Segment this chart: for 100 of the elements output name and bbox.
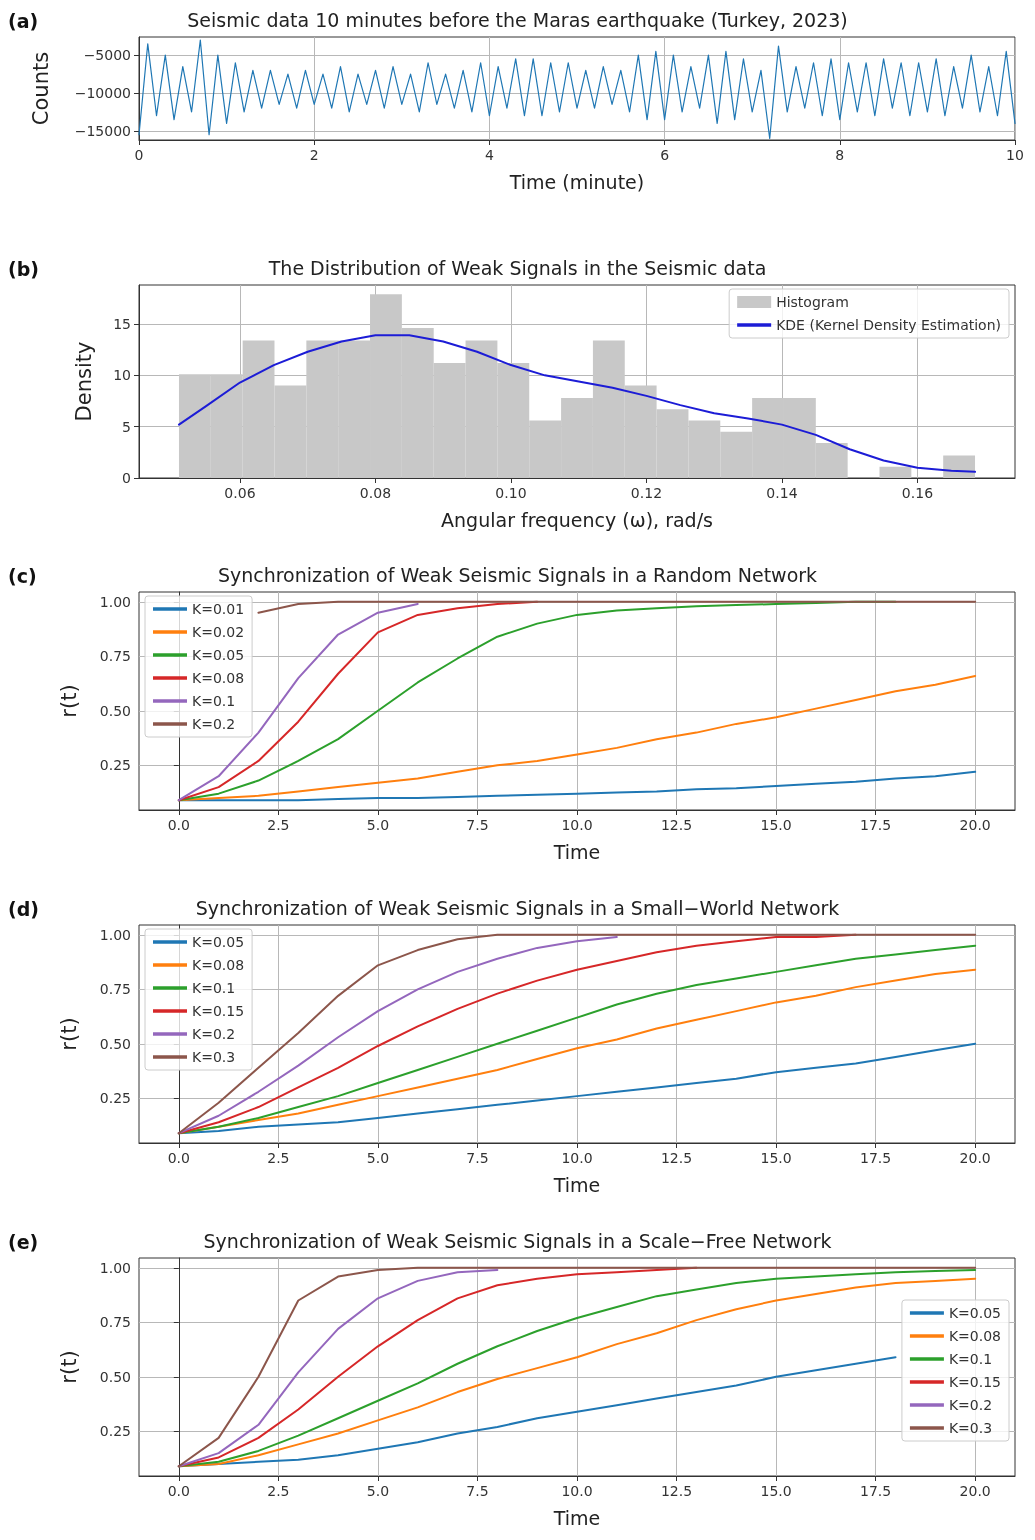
x-tick-label: 0.14 xyxy=(766,485,798,501)
x-tick-label: 15.0 xyxy=(760,1483,792,1499)
text: (d) xyxy=(8,897,39,920)
y-axis-title: r(t) xyxy=(56,1350,81,1384)
x-tick-label: 0.12 xyxy=(630,485,663,501)
y-tick-label: −15000 xyxy=(74,122,131,139)
legend-label: K=0.01 xyxy=(192,601,245,617)
x-tick-label: 2 xyxy=(309,147,319,163)
x-tick-label: 12.5 xyxy=(660,817,693,833)
x-tick-label: 20.0 xyxy=(959,1150,991,1166)
chart-title: The Distribution of Weak Signals in the Seismic data xyxy=(267,256,767,279)
x-tick-label: 5.0 xyxy=(366,1150,390,1166)
x-tick-label: 7.5 xyxy=(466,1483,489,1499)
y-tick-label: 0.75 xyxy=(99,648,131,665)
x-tick-label: 15.0 xyxy=(760,817,792,833)
x-tick-label: 12.5 xyxy=(660,1483,693,1499)
legend-label: KDE (Kernel Density Estimation) xyxy=(776,317,1001,333)
y-tick-label: 10 xyxy=(113,367,131,384)
y-tick-label: 1.00 xyxy=(99,593,131,610)
y-tick-label: 15 xyxy=(113,316,131,333)
legend-label: K=0.1 xyxy=(948,1351,993,1367)
legend-label: K=0.05 xyxy=(948,1305,1002,1321)
legend-label: K=0.3 xyxy=(192,1049,236,1065)
legend-label: K=0.2 xyxy=(192,1026,236,1042)
chart-title: Synchronization of Weak Seismic Signals in a Random Network xyxy=(217,563,818,586)
y-tick-label: 1.00 xyxy=(99,1259,131,1276)
text: (c) xyxy=(8,564,37,587)
x-tick-label: 2.5 xyxy=(267,1150,290,1166)
y-axis-title: r(t) xyxy=(56,1017,81,1051)
legend-label: K=0.15 xyxy=(192,1003,245,1019)
x-tick-label: 6 xyxy=(660,147,670,163)
x-tick-label: 15.0 xyxy=(760,1150,792,1166)
y-tick-label: 0 xyxy=(122,470,131,486)
text: (b) xyxy=(8,257,39,280)
line-series xyxy=(177,602,419,802)
legend-label: K=0.05 xyxy=(192,647,245,663)
y-tick-label: 5 xyxy=(122,418,131,435)
y-axis-title: Counts xyxy=(28,51,53,126)
x-tick-label: 5.0 xyxy=(366,1483,390,1499)
text: (e) xyxy=(8,1230,39,1253)
x-tick-label: 0.10 xyxy=(495,485,527,501)
x-tick-label: 0.06 xyxy=(224,485,256,501)
x-tick-label: 0 xyxy=(134,147,144,163)
chart-title: Seismic data 10 minutes before the Maras earthquake (Turkey, 2023) xyxy=(187,8,848,31)
y-tick-label: 0.75 xyxy=(99,1314,131,1331)
x-axis-title: Angular frequency (ω), rad/s xyxy=(441,508,713,531)
y-tick-label: 0.25 xyxy=(99,1423,131,1440)
x-tick-label: 2.5 xyxy=(267,817,290,833)
legend-label: K=0.3 xyxy=(948,1420,993,1436)
y-tick-label: 0.75 xyxy=(99,981,131,998)
x-axis-title: Time xyxy=(552,840,601,863)
x-tick-label: 0.08 xyxy=(359,485,392,501)
x-tick-label: 17.5 xyxy=(860,1150,892,1166)
x-tick-label: 5.0 xyxy=(366,817,390,833)
legend-label: K=0.02 xyxy=(192,624,245,640)
legend-label: K=0.2 xyxy=(948,1397,993,1413)
x-tick-label: 10.0 xyxy=(561,1150,593,1166)
x-tick-label: 7.5 xyxy=(466,1150,489,1166)
line-series xyxy=(177,1268,499,1468)
y-tick-label: 0.50 xyxy=(99,1035,131,1052)
legend-label: K=0.05 xyxy=(192,934,245,950)
x-tick-label: 17.5 xyxy=(860,1483,892,1499)
x-tick-label: 10 xyxy=(1006,147,1024,163)
chart-title: Synchronization of Weak Seismic Signals in a Scale−Free Network xyxy=(203,1229,832,1252)
y-axis-title: Density xyxy=(71,341,96,422)
x-tick-label: 12.5 xyxy=(660,1150,693,1166)
y-tick-label: 0.25 xyxy=(99,1090,131,1107)
y-tick-label: 0.25 xyxy=(99,757,131,774)
legend-label: K=0.2 xyxy=(192,716,236,732)
x-tick-label: 17.5 xyxy=(860,817,892,833)
x-tick-label: 20.0 xyxy=(959,817,991,833)
x-axis-title: Time xyxy=(552,1506,601,1529)
x-tick-label: 2.5 xyxy=(267,1483,290,1499)
x-tick-label: 0.0 xyxy=(167,1150,190,1166)
y-tick-label: −10000 xyxy=(74,85,131,102)
legend-label: K=0.1 xyxy=(192,980,236,996)
legend-label: K=0.08 xyxy=(192,957,245,973)
y-tick-label: −5000 xyxy=(83,47,131,64)
legend-label: K=0.08 xyxy=(192,670,245,686)
x-tick-label: 10.0 xyxy=(561,1483,593,1499)
x-tick-label: 4 xyxy=(484,147,494,163)
line-series xyxy=(177,935,618,1135)
x-tick-label: 7.5 xyxy=(466,817,489,833)
x-tick-label: 0.0 xyxy=(167,1483,190,1499)
text: (a) xyxy=(8,9,39,32)
x-tick-label: 10.0 xyxy=(561,817,593,833)
x-tick-label: 8 xyxy=(835,147,845,163)
legend-label: K=0.08 xyxy=(948,1328,1002,1344)
chart-title: Synchronization of Weak Seismic Signals in a Small−World Network xyxy=(195,896,840,919)
legend-label: Histogram xyxy=(776,294,849,310)
x-axis-title: Time xyxy=(552,1173,601,1196)
y-axis-title: r(t) xyxy=(56,684,81,718)
y-tick-label: 0.50 xyxy=(99,702,131,719)
legend-label: K=0.1 xyxy=(192,693,236,709)
x-tick-label: 20.0 xyxy=(959,1483,991,1499)
x-axis-title: Time (minute) xyxy=(508,170,645,193)
legend-label: K=0.15 xyxy=(948,1374,1002,1390)
x-tick-label: 0.16 xyxy=(901,485,934,501)
x-tick-label: 0.0 xyxy=(167,817,190,833)
y-tick-label: 1.00 xyxy=(99,926,131,943)
